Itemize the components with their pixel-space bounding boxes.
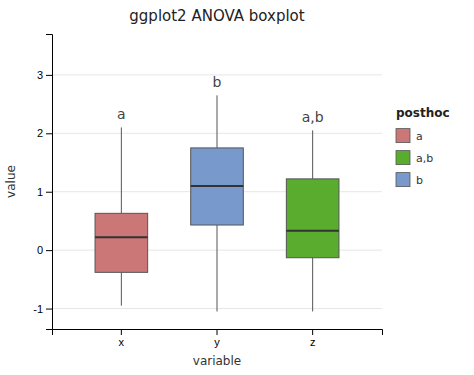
y-tick: 1 — [37, 186, 52, 198]
x-tick-label: z — [310, 336, 316, 348]
box-group — [286, 130, 339, 311]
y-axis-line — [46, 35, 53, 330]
y-tick: 3 — [37, 69, 52, 81]
x-tick-mark — [312, 329, 313, 335]
x-tick: y — [214, 329, 220, 348]
legend-label: a,b — [416, 152, 433, 165]
legend-label: b — [416, 174, 423, 187]
x-tick: x — [119, 329, 125, 348]
x-axis: x y z — [53, 329, 383, 348]
y-tick: 2 — [37, 127, 52, 139]
median — [191, 185, 244, 187]
y-tick-mark — [46, 133, 52, 134]
whisker-lower — [312, 258, 313, 312]
whisker-lower — [217, 225, 218, 311]
legend: posthoc a a,b b — [396, 106, 450, 187]
y-tick-mark — [46, 75, 52, 76]
legend-swatch — [396, 129, 410, 143]
y-tick-label: 3 — [37, 69, 43, 81]
marks — [95, 95, 339, 311]
y-axis-title: value — [4, 165, 18, 198]
whisker-upper — [217, 95, 218, 148]
legend-label: a — [416, 130, 423, 143]
x-tick: z — [310, 329, 316, 348]
y-tick-label: -1 — [33, 303, 43, 315]
legend-title: posthoc — [396, 106, 450, 120]
x-tick-mark — [217, 329, 218, 335]
y-tick-label: 2 — [37, 127, 43, 139]
y-tick-label: 0 — [37, 244, 43, 256]
median — [95, 236, 148, 238]
annotation: a — [117, 106, 126, 122]
title: ggplot2 ANOVA boxplot — [129, 7, 304, 25]
x-tick-mark — [121, 329, 122, 335]
legend-item: b — [396, 173, 423, 187]
box — [286, 179, 339, 258]
y-axis: -1 0 1 2 3 — [33, 35, 52, 330]
box-group — [191, 95, 244, 311]
y-tick-mark — [46, 250, 52, 251]
y-tick-mark — [46, 192, 52, 193]
annotations: a b a,b — [117, 74, 324, 125]
y-tick: 0 — [37, 244, 52, 256]
y-tick-label: 1 — [37, 186, 43, 198]
whisker-upper — [121, 127, 122, 213]
annotation: b — [213, 74, 222, 90]
y-tick: -1 — [33, 303, 52, 315]
box-group — [95, 127, 148, 305]
median — [286, 230, 339, 232]
box — [191, 148, 244, 225]
annotation: a,b — [302, 109, 324, 125]
x-axis-line — [53, 330, 383, 336]
chart: a b a,b x y z -1 0 1 2 3 ggplot2 ANOVA boxplot varia… — [0, 0, 474, 375]
x-axis-title: variable — [193, 354, 241, 368]
box — [95, 213, 148, 272]
legend-swatch — [396, 173, 410, 187]
legend-swatch — [396, 151, 410, 165]
x-tick-label: x — [119, 336, 125, 348]
y-tick-mark — [46, 309, 52, 310]
plot: a b a,b x y z -1 0 1 2 3 — [33, 35, 382, 348]
x-tick-label: y — [214, 336, 220, 348]
whisker-upper — [312, 130, 313, 178]
legend-item: a — [396, 129, 423, 143]
legend-item: a,b — [396, 151, 433, 165]
whisker-lower — [121, 272, 122, 305]
